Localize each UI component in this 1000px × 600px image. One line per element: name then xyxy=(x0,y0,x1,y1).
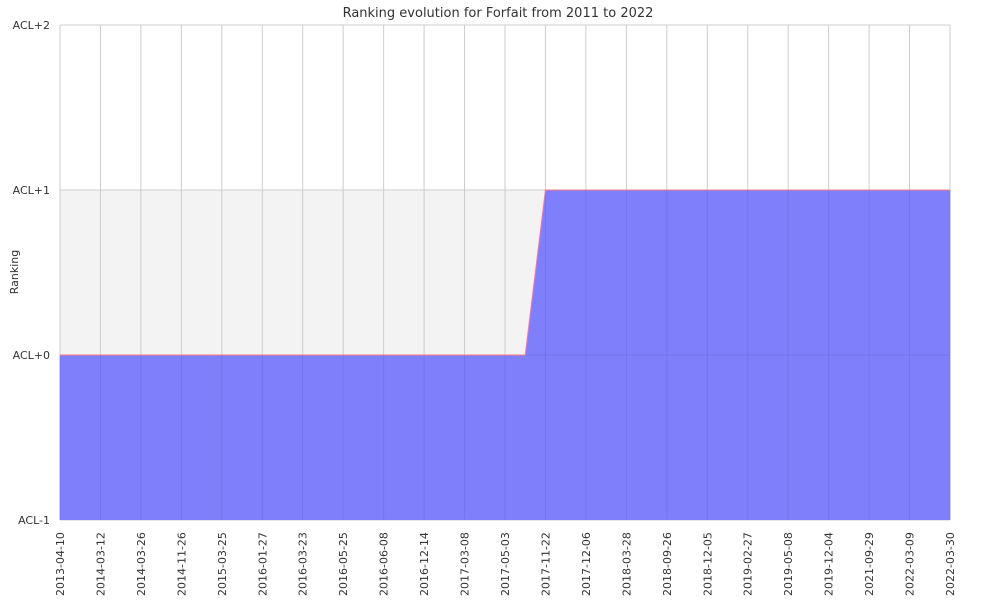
x-tick-label: 2013-04-10 xyxy=(54,532,67,596)
x-tick-label: 2018-09-26 xyxy=(661,532,674,596)
x-tick-label: 2019-05-08 xyxy=(782,532,795,596)
y-tick-label: ACL+2 xyxy=(13,19,50,32)
x-tick-label: 2018-12-05 xyxy=(701,532,714,596)
x-tick-label: 2017-05-03 xyxy=(499,532,512,596)
x-tick-label: 2017-11-22 xyxy=(539,532,552,596)
y-axis-label: Ranking xyxy=(8,250,21,295)
x-tick-label: 2018-03-28 xyxy=(620,532,633,596)
chart-title: Ranking evolution for Forfait from 2011 … xyxy=(343,6,654,21)
x-tick-label: 2016-06-08 xyxy=(378,532,391,596)
x-tick-label: 2019-12-04 xyxy=(823,532,836,596)
plot-area: ACL-1 ACL+0 ACL+1 ACL+2 2013-04-10 2014-03-12… xyxy=(13,19,957,596)
x-tick-label: 2017-12-06 xyxy=(580,532,593,596)
x-tick-label: 2022-03-30 xyxy=(944,532,957,596)
x-tick-label: 2019-02-27 xyxy=(742,532,755,596)
y-tick-label: ACL+0 xyxy=(13,349,50,362)
x-tick-label: 2016-05-25 xyxy=(337,532,350,596)
x-tick-label: 2022-03-09 xyxy=(904,532,917,596)
x-tick-label: 2014-11-26 xyxy=(175,532,188,596)
x-tick-label: 2017-03-08 xyxy=(459,532,472,596)
x-tick-label: 2015-03-25 xyxy=(216,532,229,596)
x-tick-label: 2014-03-26 xyxy=(135,532,148,596)
series-line xyxy=(60,189,950,356)
x-tick-label: 2014-03-12 xyxy=(94,532,107,596)
x-tick-label: 2021-09-29 xyxy=(863,532,876,596)
x-tick-label: 2016-12-14 xyxy=(418,532,431,596)
x-tick-label: 2016-03-23 xyxy=(297,532,310,596)
y-tick-label: ACL+1 xyxy=(13,184,50,197)
y-tick-label: ACL-1 xyxy=(18,514,50,527)
x-tick-label: 2016-01-27 xyxy=(256,532,269,596)
